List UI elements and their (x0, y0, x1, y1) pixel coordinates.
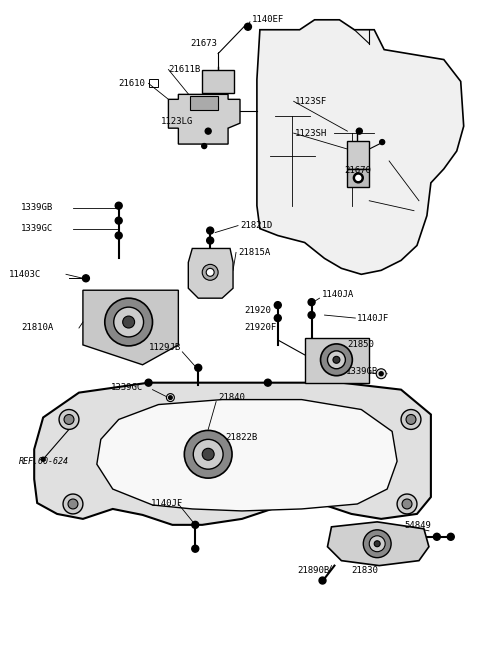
Circle shape (397, 494, 417, 514)
Circle shape (105, 298, 153, 346)
Circle shape (379, 372, 383, 376)
Polygon shape (34, 382, 431, 525)
Circle shape (447, 533, 454, 541)
Text: 1123SH: 1123SH (295, 129, 327, 138)
Circle shape (274, 315, 281, 321)
Circle shape (168, 396, 172, 400)
Circle shape (333, 356, 340, 363)
Circle shape (83, 275, 89, 282)
Circle shape (401, 409, 421, 430)
Circle shape (353, 173, 363, 183)
Circle shape (202, 144, 207, 148)
Circle shape (374, 541, 380, 546)
Circle shape (327, 351, 346, 369)
Bar (348, 141, 369, 169)
Circle shape (264, 379, 271, 386)
Circle shape (207, 237, 214, 244)
Circle shape (167, 394, 174, 401)
Polygon shape (257, 20, 464, 274)
Circle shape (193, 440, 223, 469)
Circle shape (356, 175, 361, 180)
Circle shape (369, 536, 385, 552)
Text: 21840: 21840 (218, 393, 245, 402)
Circle shape (308, 312, 315, 319)
Text: 1123SF: 1123SF (295, 97, 327, 106)
Circle shape (321, 344, 352, 376)
Circle shape (123, 316, 134, 328)
Polygon shape (97, 400, 397, 511)
Text: 21822B: 21822B (225, 433, 257, 442)
Circle shape (205, 128, 211, 134)
Text: REF.60-624: REF.60-624 (19, 457, 69, 466)
Circle shape (274, 302, 281, 308)
Polygon shape (168, 94, 240, 144)
Circle shape (356, 128, 362, 134)
Text: 21920F: 21920F (244, 323, 276, 333)
Circle shape (41, 457, 45, 461)
Circle shape (115, 217, 122, 224)
Polygon shape (83, 290, 179, 365)
Circle shape (308, 298, 315, 306)
Circle shape (192, 522, 199, 528)
Text: 21850: 21850 (348, 340, 374, 350)
Circle shape (114, 307, 144, 337)
Text: 21920: 21920 (244, 306, 271, 315)
Circle shape (406, 415, 416, 424)
Text: 1140JF: 1140JF (151, 499, 183, 508)
Circle shape (319, 577, 326, 584)
Circle shape (195, 364, 202, 371)
Circle shape (115, 202, 122, 209)
Circle shape (59, 409, 79, 430)
Text: 21810A: 21810A (21, 323, 54, 333)
Circle shape (376, 369, 386, 379)
Circle shape (433, 533, 440, 541)
Circle shape (244, 23, 252, 30)
Circle shape (68, 499, 78, 509)
Text: 1339GC: 1339GC (111, 383, 143, 392)
Polygon shape (188, 249, 233, 298)
Text: 1123LG: 1123LG (160, 117, 192, 126)
Text: 1140EF: 1140EF (252, 15, 284, 24)
Circle shape (63, 494, 83, 514)
Text: 21611B: 21611B (168, 65, 201, 74)
Circle shape (192, 545, 199, 552)
Text: 21610: 21610 (119, 79, 145, 88)
Polygon shape (327, 522, 429, 565)
Text: 21670: 21670 (344, 167, 371, 175)
Text: 1140JA: 1140JA (322, 290, 354, 298)
Bar (190, 96, 218, 110)
Text: 1339GB: 1339GB (346, 367, 378, 377)
Circle shape (202, 448, 214, 461)
Circle shape (207, 227, 214, 234)
Bar (305, 338, 369, 382)
Text: 21815A: 21815A (238, 248, 270, 257)
Circle shape (145, 379, 152, 386)
Circle shape (184, 430, 232, 478)
Text: 21673: 21673 (190, 39, 217, 48)
Bar (348, 169, 369, 187)
Circle shape (363, 530, 391, 558)
Circle shape (206, 268, 214, 276)
Text: 54849: 54849 (404, 522, 431, 530)
Text: 21821D: 21821D (240, 221, 272, 230)
Circle shape (64, 415, 74, 424)
Text: 1339GC: 1339GC (21, 224, 54, 233)
Bar (202, 70, 234, 93)
Text: 1140JF: 1140JF (357, 314, 390, 323)
Circle shape (202, 264, 218, 280)
Circle shape (115, 232, 122, 239)
Text: 21830: 21830 (351, 566, 378, 575)
Text: 21890B: 21890B (298, 566, 330, 575)
Text: 11403C: 11403C (9, 270, 42, 279)
Bar (148, 79, 158, 87)
Circle shape (402, 499, 412, 509)
Text: 1129JB: 1129JB (148, 343, 181, 352)
Circle shape (380, 140, 384, 144)
Text: 1339GB: 1339GB (21, 203, 54, 212)
